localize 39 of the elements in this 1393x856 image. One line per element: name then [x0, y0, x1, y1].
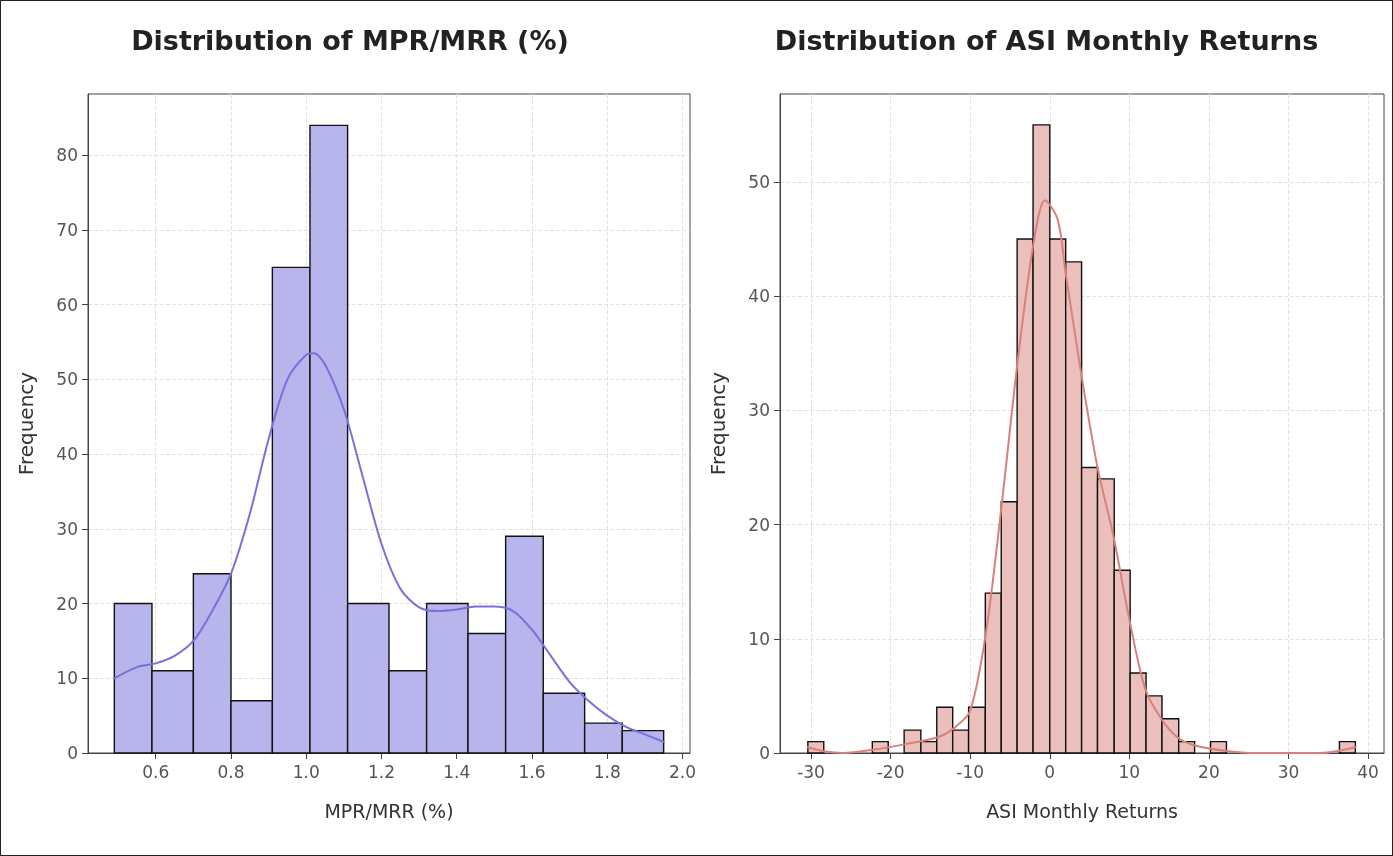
x-tick-label: -20	[876, 761, 905, 782]
y-tick-label: 40	[748, 286, 770, 307]
x-tick-label: 10	[1118, 761, 1141, 782]
y-tick-label: 40	[56, 444, 78, 465]
y-tick-label: 30	[56, 518, 78, 539]
y-axis-title: Frequency	[706, 371, 730, 476]
y-tick-label: 0	[759, 743, 770, 763]
x-tick-label: 2.0	[668, 761, 696, 782]
chart-title: Distribution of ASI Monthly Returns	[774, 25, 1319, 56]
chart-title: Distribution of MPR/MRR (%)	[131, 25, 569, 56]
y-tick-label: 50	[56, 369, 78, 390]
x-tick-label: 0	[1044, 761, 1056, 782]
line-series	[113, 352, 665, 743]
y-tick-label: 50	[748, 171, 770, 192]
y-tick-label: 0	[67, 743, 78, 763]
y-tick-label: 80	[56, 145, 78, 166]
x-tick-label: 1.8	[593, 761, 621, 782]
line-series	[806, 199, 1357, 754]
y-tick-label: 20	[56, 593, 78, 614]
x-tick-label: 1.0	[292, 761, 320, 782]
y-tick-label: 60	[56, 294, 78, 315]
x-tick-label: 0.6	[142, 761, 170, 782]
x-tick-label: 40	[1357, 761, 1379, 782]
x-tick-label: 1.6	[518, 761, 546, 782]
x-tick-label: 1.2	[367, 761, 395, 782]
y-tick-label: 70	[56, 219, 78, 240]
x-tick-label: -30	[797, 761, 825, 782]
x-tick-label: 1.4	[443, 761, 471, 782]
x-tick-label: -10	[956, 761, 985, 782]
y-tick-label: 30	[748, 400, 770, 421]
y-tick-label: 10	[748, 628, 770, 649]
x-tick-label: 0.8	[217, 761, 245, 782]
x-axis-title: ASI Monthly Returns	[986, 799, 1178, 822]
x-axis-title: MPR/MRR (%)	[324, 799, 454, 822]
x-tick-label: 20	[1198, 761, 1220, 782]
x-tick-label: 30	[1277, 761, 1300, 782]
y-axis-title: Frequency	[14, 371, 38, 476]
y-tick-label: 10	[56, 668, 78, 689]
y-tick-label: 20	[748, 514, 770, 535]
